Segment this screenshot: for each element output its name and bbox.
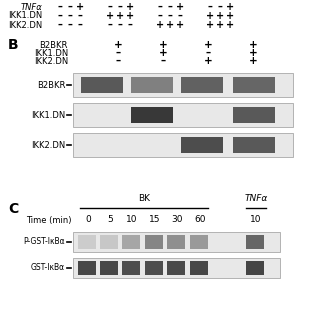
Text: –: – [116,56,121,66]
Text: –: – [58,11,62,21]
Text: +: + [116,11,124,21]
Text: GST-IκBα: GST-IκBα [31,263,65,273]
Text: +: + [126,11,134,21]
Bar [233,107,275,124]
Text: IKK2.DN: IKK2.DN [31,140,65,149]
Text: 10: 10 [250,215,262,225]
Text: –: – [157,11,163,21]
Bar [78,261,96,275]
Bar [122,261,140,275]
Bar [233,76,275,93]
Text: +: + [226,11,234,21]
Text: IKK1.DN: IKK1.DN [31,110,65,119]
Bar [73,73,293,97]
Bar [181,76,223,93]
Text: +: + [249,56,257,66]
Text: +: + [249,48,257,58]
Text: –: – [68,11,72,21]
Text: –: – [58,2,62,12]
Text: 5: 5 [107,215,113,225]
Text: B: B [8,38,19,52]
Bar [167,261,185,275]
Bar [131,107,173,124]
Text: –: – [178,11,182,21]
Text: +: + [159,40,167,50]
Text: TNFα: TNFα [244,194,268,203]
Text: –: – [160,56,165,66]
Bar [100,261,118,275]
Text: –: – [168,2,172,12]
Text: +: + [114,40,122,50]
Bar [122,235,140,249]
Text: 15: 15 [149,215,161,225]
Text: +: + [156,20,164,30]
Bar [167,235,185,249]
Text: –: – [77,20,83,30]
Bar [73,232,280,252]
Text: B2BKR: B2BKR [40,41,68,50]
Text: +: + [176,2,184,12]
Text: +: + [176,20,184,30]
Text: BK: BK [138,194,150,203]
Text: IKK2.DN: IKK2.DN [8,20,42,29]
Text: +: + [204,40,212,50]
Text: P-GST-IκBα: P-GST-IκBα [23,237,65,246]
Bar [73,258,280,278]
Text: +: + [76,2,84,12]
Bar [246,261,264,275]
Text: +: + [249,40,257,50]
Bar [100,235,118,249]
Text: B2BKR: B2BKR [36,81,65,90]
Bar [145,261,163,275]
Text: +: + [226,20,234,30]
Text: –: – [58,20,62,30]
Text: +: + [126,2,134,12]
Text: –: – [108,2,112,12]
Text: –: – [128,20,132,30]
Text: 60: 60 [194,215,206,225]
Bar [190,261,208,275]
Bar [73,103,293,127]
Text: 10: 10 [126,215,138,225]
Bar [81,76,123,93]
Text: –: – [108,20,112,30]
Text: +: + [226,2,234,12]
Bar [78,235,96,249]
Text: +: + [166,20,174,30]
Text: +: + [106,11,114,21]
Text: –: – [77,11,83,21]
Text: –: – [68,20,72,30]
Text: +: + [159,48,167,58]
Text: –: – [205,48,211,58]
Text: –: – [116,48,121,58]
Bar [131,76,173,93]
Bar [190,235,208,249]
Text: 0: 0 [85,215,91,225]
Text: IKK2.DN: IKK2.DN [34,57,68,66]
Text: –: – [218,2,222,12]
Text: –: – [208,2,212,12]
Text: IKK1.DN: IKK1.DN [34,49,68,58]
Text: 30: 30 [171,215,183,225]
Text: TNFα: TNFα [20,3,42,12]
Text: –: – [117,20,123,30]
Text: +: + [206,20,214,30]
Text: –: – [117,2,123,12]
Text: +: + [216,11,224,21]
Text: IKK1.DN: IKK1.DN [8,12,42,20]
Text: C: C [8,202,18,216]
Bar [181,137,223,153]
Text: +: + [216,20,224,30]
Text: +: + [206,11,214,21]
Text: –: – [168,11,172,21]
Bar [233,137,275,153]
Bar [246,235,264,249]
Text: +: + [204,56,212,66]
Text: –: – [68,2,72,12]
Text: Time (min): Time (min) [27,215,72,225]
Bar [73,133,293,157]
Text: –: – [157,2,163,12]
Bar [145,235,163,249]
